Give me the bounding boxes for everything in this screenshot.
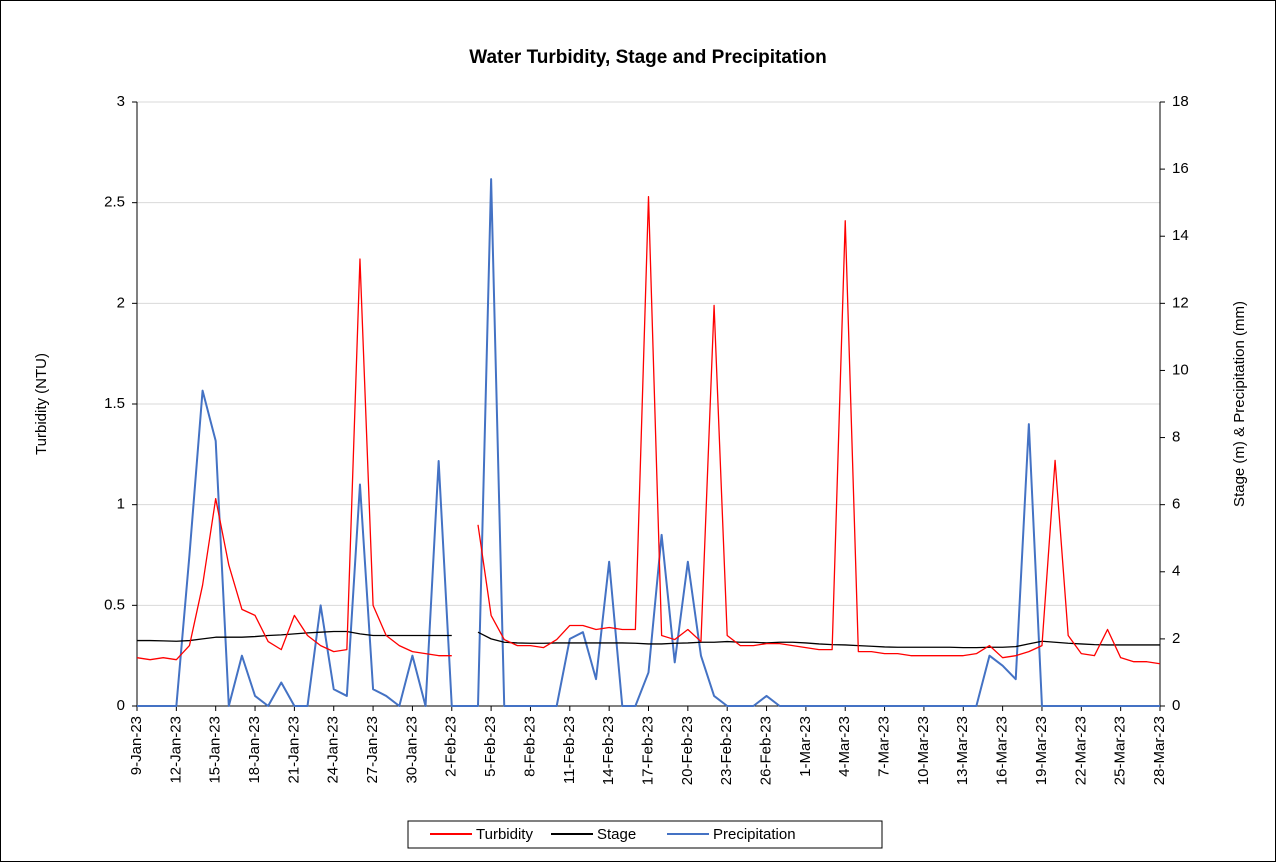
y2-tick-label: 12 <box>1172 294 1189 311</box>
legend-label: Turbidity <box>476 826 533 843</box>
y-tick-label: 2 <box>117 294 125 311</box>
x-tick-label: 12-Jan-23 <box>167 716 184 784</box>
x-tick-label: 25-Mar-23 <box>1112 716 1129 785</box>
y2-tick-label: 0 <box>1172 697 1180 714</box>
y2-tick-label: 2 <box>1172 630 1180 647</box>
y-tick-label: 3 <box>117 93 125 110</box>
y-tick-label: 0 <box>117 697 125 714</box>
x-tick-label: 28-Mar-23 <box>1151 716 1168 785</box>
y2-tick-label: 6 <box>1172 496 1180 513</box>
x-tick-label: 19-Mar-23 <box>1033 716 1050 785</box>
y2-tick-label: 10 <box>1172 361 1189 378</box>
x-tick-label: 10-Mar-23 <box>915 716 932 785</box>
x-tick-label: 9-Jan-23 <box>128 716 145 775</box>
x-tick-label: 11-Feb-23 <box>561 716 578 784</box>
y2-tick-label: 4 <box>1172 563 1180 580</box>
legend-label: Precipitation <box>713 826 796 843</box>
x-tick-label: 13-Mar-23 <box>954 716 971 785</box>
x-tick-label: 2-Feb-23 <box>443 716 460 777</box>
x-tick-label: 14-Feb-23 <box>600 716 617 785</box>
x-tick-label: 4-Mar-23 <box>836 716 853 777</box>
x-tick-label: 15-Jan-23 <box>207 716 224 784</box>
y2-axis-label: Stage (m) & Precipitation (mm) <box>1231 301 1248 507</box>
y2-tick-label: 16 <box>1172 160 1189 177</box>
y-tick-label: 1 <box>117 496 125 513</box>
x-tick-label: 21-Jan-23 <box>285 716 302 784</box>
y2-tick-label: 18 <box>1172 93 1189 110</box>
y-axis-label: Turbidity (NTU) <box>33 353 50 455</box>
series-line <box>136 195 1161 665</box>
series-line <box>137 178 1160 707</box>
x-tick-label: 1-Mar-23 <box>797 716 814 777</box>
x-tick-label: 8-Feb-23 <box>521 716 538 777</box>
x-tick-label: 20-Feb-23 <box>679 716 696 785</box>
x-tick-label: 27-Jan-23 <box>364 716 381 784</box>
x-tick-label: 23-Feb-23 <box>718 716 735 785</box>
x-tick-label: 30-Jan-23 <box>403 716 420 784</box>
chart-title: Water Turbidity, Stage and Precipitation <box>469 47 827 68</box>
x-tick-label: 16-Mar-23 <box>994 716 1011 785</box>
x-tick-label: 7-Mar-23 <box>876 716 893 777</box>
series-line <box>137 630 1160 649</box>
y2-tick-label: 8 <box>1172 429 1180 446</box>
x-tick-label: 18-Jan-23 <box>246 716 263 784</box>
legend-label: Stage <box>597 826 636 843</box>
x-tick-label: 24-Jan-23 <box>325 716 342 784</box>
x-tick-label: 26-Feb-23 <box>758 716 775 785</box>
x-tick-label: 22-Mar-23 <box>1072 716 1089 785</box>
x-tick-label: 17-Feb-23 <box>639 716 656 785</box>
y-tick-label: 1.5 <box>104 395 125 412</box>
legend-box <box>407 820 883 849</box>
y2-tick-label: 14 <box>1172 227 1189 244</box>
y-tick-label: 2.5 <box>104 194 125 211</box>
x-tick-label: 5-Feb-23 <box>482 716 499 777</box>
y-tick-label: 0.5 <box>104 596 125 613</box>
